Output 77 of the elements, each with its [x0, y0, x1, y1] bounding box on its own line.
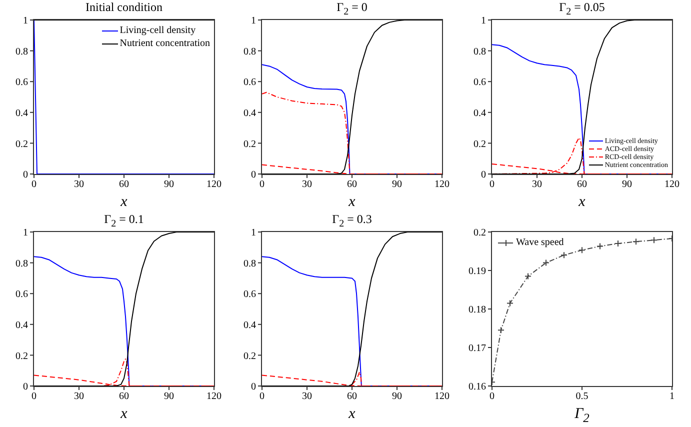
y-tick-label: 0.8	[244, 46, 256, 58]
x-tick-label: 0	[32, 179, 36, 190]
x-tick-label: 60	[119, 179, 129, 190]
y-tick-label: 0.8	[16, 46, 28, 58]
y-tick-label: 0.8	[474, 46, 486, 58]
y-tick-label: 0.4	[16, 320, 28, 331]
x-axis-title: x	[120, 194, 128, 210]
x-tick-label: 60	[347, 391, 357, 402]
y-tick-label: 0.19	[468, 266, 486, 278]
x-tick-label: 120	[206, 391, 222, 402]
legend-label: Living-cell density	[120, 24, 196, 37]
x-tick-label: 90	[164, 391, 174, 402]
chart-title: Initial condition	[84, 0, 164, 16]
x-tick-label: 60	[577, 179, 587, 190]
y-tick-label: 0.18	[468, 304, 486, 316]
y-tick-label: 0.8	[244, 258, 256, 270]
y-tick-label: 0	[251, 382, 256, 393]
y-tick-label: 0.4	[244, 108, 256, 119]
y-tick-label: 0.2	[474, 228, 486, 239]
y-tick-label: 0.2	[16, 350, 28, 362]
x-tick-label: 30	[302, 179, 312, 190]
x-tick-label: 30	[532, 179, 542, 190]
legend-label: Nutrient concentration	[120, 37, 210, 50]
x-axis-title: x	[120, 406, 128, 424]
y-tick-label: 1	[23, 16, 28, 27]
x-tick-label: 30	[74, 391, 84, 402]
y-tick-label: 0.4	[16, 108, 28, 119]
chart-title: Γ$_{2}$ = 0.3	[331, 212, 373, 230]
y-tick-label: 0.6	[244, 289, 256, 300]
x-axis-title: x	[578, 194, 586, 212]
y-tick-label: 0.6	[474, 77, 486, 88]
x-tick-label: 60	[119, 391, 129, 402]
y-tick-label: 0.4	[474, 108, 486, 119]
y-tick-label: 0.2	[244, 138, 256, 150]
y-tick-label: 0.16	[468, 382, 486, 393]
x-tick-label: 120	[434, 179, 450, 190]
y-tick-label: 0.2	[244, 350, 256, 362]
y-tick-label: 1	[251, 228, 256, 239]
chart-title: Γ$_{2}$ = 0	[336, 0, 368, 18]
chart-title: Γ$_{2}$ = 0.05	[558, 0, 606, 18]
y-tick-label: 0.17	[468, 343, 486, 354]
y-tick-label: 0.6	[16, 77, 28, 88]
y-tick-label: 1	[251, 16, 256, 27]
x-tick-label: 0	[490, 391, 494, 402]
y-tick-label: 0	[23, 170, 28, 181]
y-tick-label: 0.4	[244, 320, 256, 331]
x-tick-label: 0	[260, 391, 264, 402]
x-tick-label: 120	[664, 179, 680, 190]
x-axis-title: x	[348, 406, 356, 424]
x-tick-label: 120	[434, 391, 450, 402]
y-tick-label: 0.8	[16, 258, 28, 270]
x-axis-title: x	[348, 194, 356, 210]
x-tick-label: 0	[260, 179, 264, 190]
x-axis-title: Γ$_{2}$	[574, 406, 590, 426]
y-tick-label: 1	[23, 228, 28, 239]
x-tick-label: 30	[302, 391, 312, 402]
y-tick-label: 1	[481, 16, 486, 27]
x-tick-label: 120	[206, 179, 222, 190]
chart-title: Γ$_{2}$ = 0.1	[103, 212, 145, 230]
legend-label: Wave speed	[516, 236, 564, 249]
x-tick-label: 0.5	[576, 391, 588, 402]
x-tick-label: 90	[392, 391, 402, 402]
y-tick-label: 0.2	[16, 138, 28, 150]
x-tick-label: 0	[490, 179, 494, 190]
y-tick-label: 0	[23, 382, 28, 393]
y-tick-label: 0.6	[16, 289, 28, 300]
y-tick-label: 0	[251, 170, 256, 181]
x-tick-label: 90	[164, 179, 174, 190]
x-tick-label: 30	[74, 179, 84, 190]
x-tick-label: 90	[392, 179, 402, 190]
x-tick-label: 90	[622, 179, 632, 190]
y-tick-label: 0.6	[244, 77, 256, 88]
x-tick-label: 1	[670, 391, 674, 402]
y-tick-label: 0	[481, 170, 486, 181]
x-tick-label: 60	[347, 179, 357, 190]
x-tick-label: 0	[32, 391, 36, 402]
y-tick-label: 0.2	[474, 138, 486, 150]
